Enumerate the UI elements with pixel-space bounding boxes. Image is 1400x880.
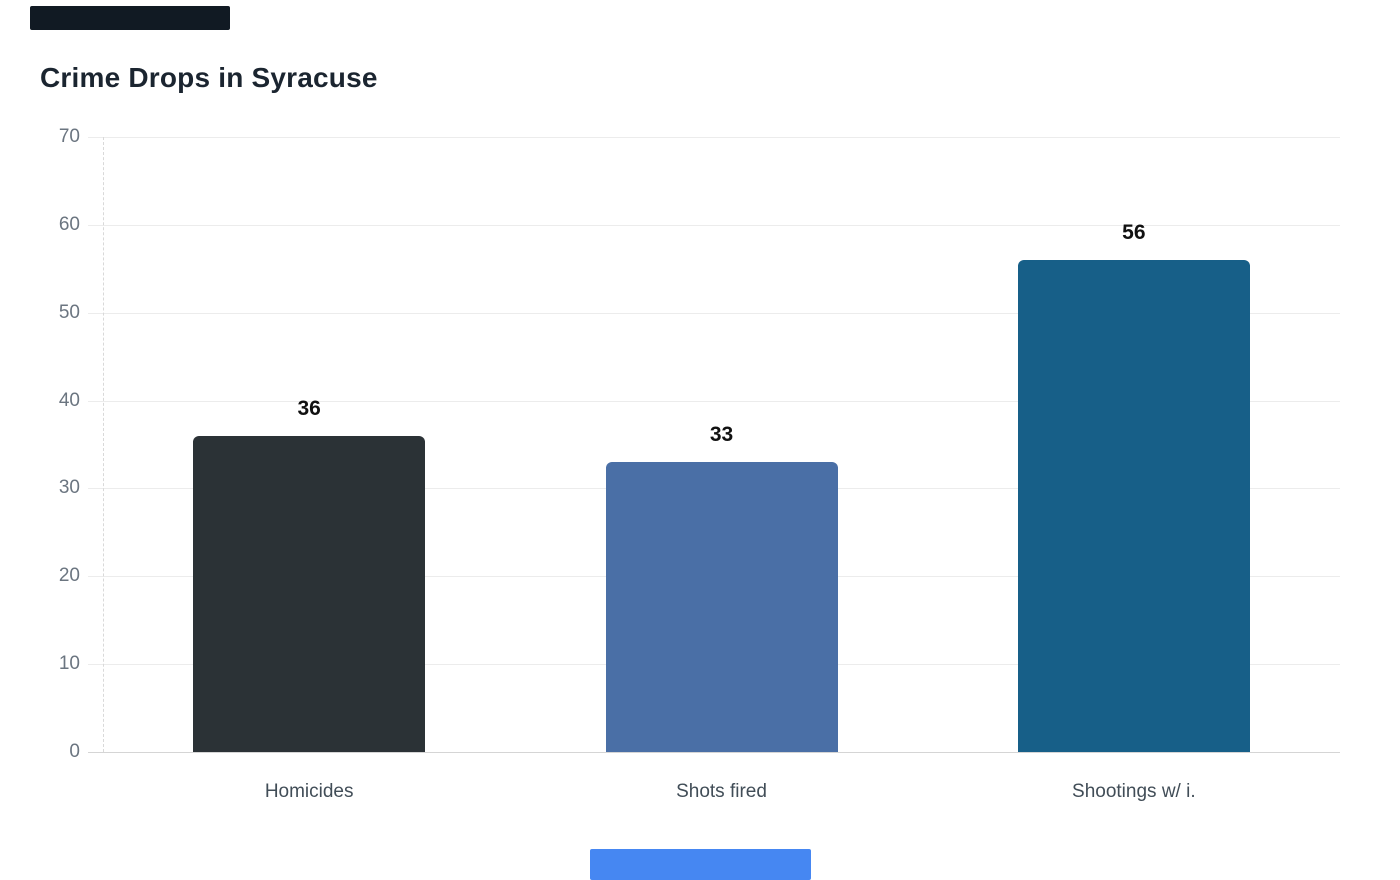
chart-title: Crime Drops in Syracuse xyxy=(40,62,378,93)
x-tick-label: Shots fired xyxy=(676,781,767,802)
y-tick-label: 70 xyxy=(58,126,80,147)
bar-value-label: 33 xyxy=(709,423,734,447)
y-gridline xyxy=(88,224,1340,226)
y-tick-label: 0 xyxy=(69,741,80,762)
y-gridline xyxy=(88,312,1340,314)
bar-value-label: 36 xyxy=(297,396,321,420)
dark-block-top-left xyxy=(30,6,230,30)
bar-chart: 0 10 20 30 40 50 60 70 36 Homicides 33 Shots fired 5… xyxy=(0,126,1400,880)
y-tick-label: 20 xyxy=(58,565,80,587)
bar xyxy=(1017,260,1250,752)
x-axis-baseline xyxy=(88,752,1340,753)
y-tick-label: 30 xyxy=(58,477,80,499)
bar xyxy=(193,435,426,752)
y-tick-label: 10 xyxy=(58,653,80,675)
y-tick-label: 50 xyxy=(58,301,80,323)
y-axis-line xyxy=(103,137,104,752)
x-tick-label: Shootings w/ i. xyxy=(1072,781,1196,802)
y-gridline xyxy=(88,137,1340,138)
x-tick-label: Homicides xyxy=(264,781,354,802)
y-gridline xyxy=(88,400,1340,402)
bar-value-label: 56 xyxy=(1122,221,1146,244)
blue-block-bottom-center xyxy=(590,849,811,880)
bar xyxy=(605,462,838,752)
y-tick-label: 60 xyxy=(58,213,80,235)
y-tick-label: 40 xyxy=(58,389,80,411)
